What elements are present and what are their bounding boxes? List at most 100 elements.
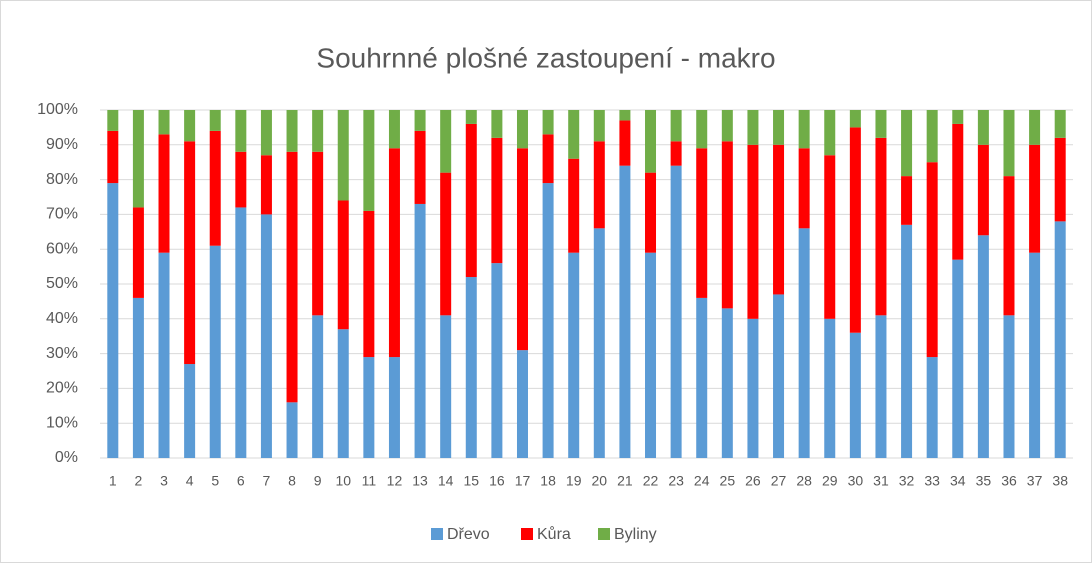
y-tick-label: 50% — [46, 275, 78, 292]
bar-segment — [388, 148, 400, 358]
bar-segment — [363, 210, 375, 358]
bar-segment — [670, 110, 682, 142]
bar-segment — [1054, 110, 1066, 138]
bar-segment — [491, 110, 503, 138]
x-tick-label: 33 — [924, 473, 940, 489]
bar-segment — [235, 207, 247, 458]
bar-segment — [209, 245, 221, 458]
bar-segment — [414, 110, 426, 131]
bar-segment — [619, 120, 631, 166]
bar-segment — [747, 110, 759, 145]
bar-segment — [260, 214, 272, 458]
x-tick-label: 35 — [976, 473, 992, 489]
x-tick-label: 31 — [873, 473, 889, 489]
bar-segment — [593, 228, 605, 458]
bar-segment — [516, 350, 528, 458]
legend-label: Dřevo — [447, 526, 490, 543]
bar-segment — [593, 110, 605, 142]
bar-segment — [747, 318, 759, 458]
bar-segment — [1029, 252, 1041, 458]
bar-segment — [312, 151, 324, 316]
bar-segment — [977, 144, 989, 236]
x-tick-label: 32 — [899, 473, 915, 489]
bar-segment — [875, 110, 887, 138]
bar-segment — [721, 141, 733, 309]
bar-segment — [388, 357, 400, 458]
bar-segment — [414, 130, 426, 204]
bar-segment — [926, 357, 938, 458]
x-tick-label: 8 — [288, 473, 296, 489]
x-tick-label: 15 — [463, 473, 479, 489]
bar-segment — [798, 148, 810, 229]
bar-segment — [773, 144, 785, 295]
x-tick-label: 19 — [566, 473, 582, 489]
bar-segment — [824, 155, 836, 319]
bar-segment — [516, 110, 528, 149]
bar-segment — [132, 110, 144, 208]
x-tick-label: 1 — [109, 473, 117, 489]
x-tick-label: 21 — [617, 473, 633, 489]
x-tick-label: 5 — [211, 473, 219, 489]
bar-segment — [158, 252, 170, 458]
bar-segment — [286, 110, 298, 152]
bar-segment — [568, 158, 580, 253]
bar-segment — [516, 148, 528, 351]
x-tick-label: 9 — [314, 473, 322, 489]
bar-segment — [798, 110, 810, 149]
bar-segment — [849, 110, 861, 128]
x-tick-label: 29 — [822, 473, 838, 489]
x-tick-label: 7 — [263, 473, 271, 489]
x-tick-label: 24 — [694, 473, 710, 489]
bar-segment — [875, 137, 887, 316]
bar-segment — [977, 235, 989, 458]
bar-segment — [440, 315, 452, 458]
bar-segment — [721, 308, 733, 458]
bar-segment — [1029, 144, 1041, 253]
bar-segment — [619, 165, 631, 458]
legend-swatch — [598, 528, 610, 540]
bar-segment — [235, 151, 247, 208]
bar-segment — [849, 332, 861, 458]
x-tick-label: 37 — [1027, 473, 1043, 489]
bar-segment — [184, 141, 196, 365]
bar-segment — [440, 172, 452, 316]
bar-segment — [158, 110, 170, 135]
bar-segment — [312, 110, 324, 152]
bar-segment — [542, 110, 554, 135]
x-tick-label: 12 — [387, 473, 403, 489]
bar-segment — [952, 110, 964, 124]
x-tick-label: 14 — [438, 473, 454, 489]
y-tick-label: 100% — [37, 101, 78, 118]
bar-segment — [1003, 110, 1015, 177]
bar-segment — [721, 110, 733, 142]
x-tick-label: 25 — [720, 473, 736, 489]
bar-segment — [491, 263, 503, 458]
legend-swatch — [431, 528, 443, 540]
bar-segment — [1029, 110, 1041, 145]
bar-segment — [952, 123, 964, 260]
bar-segment — [1003, 315, 1015, 458]
bar-segment — [593, 141, 605, 229]
bar-segment — [926, 110, 938, 163]
x-tick-label: 36 — [1001, 473, 1017, 489]
bar-segment — [645, 172, 657, 253]
legend-label: Byliny — [614, 526, 657, 543]
x-tick-label: 2 — [135, 473, 143, 489]
x-tick-label: 17 — [515, 473, 531, 489]
bar-segment — [875, 315, 887, 458]
bar-segment — [696, 297, 708, 458]
bar-segment — [1054, 137, 1066, 222]
bar-segment — [388, 110, 400, 149]
bar-segment — [312, 315, 324, 458]
bar-segment — [952, 259, 964, 458]
bar-segment — [670, 165, 682, 458]
bar-segment — [235, 110, 247, 152]
bar-segment — [132, 207, 144, 298]
x-tick-label: 18 — [540, 473, 556, 489]
x-tick-label: 16 — [489, 473, 505, 489]
y-tick-label: 10% — [46, 414, 78, 431]
x-tick-label: 28 — [796, 473, 812, 489]
legend-label: Kůra — [537, 525, 571, 543]
bar-segment — [696, 148, 708, 298]
bar-segment — [260, 110, 272, 156]
